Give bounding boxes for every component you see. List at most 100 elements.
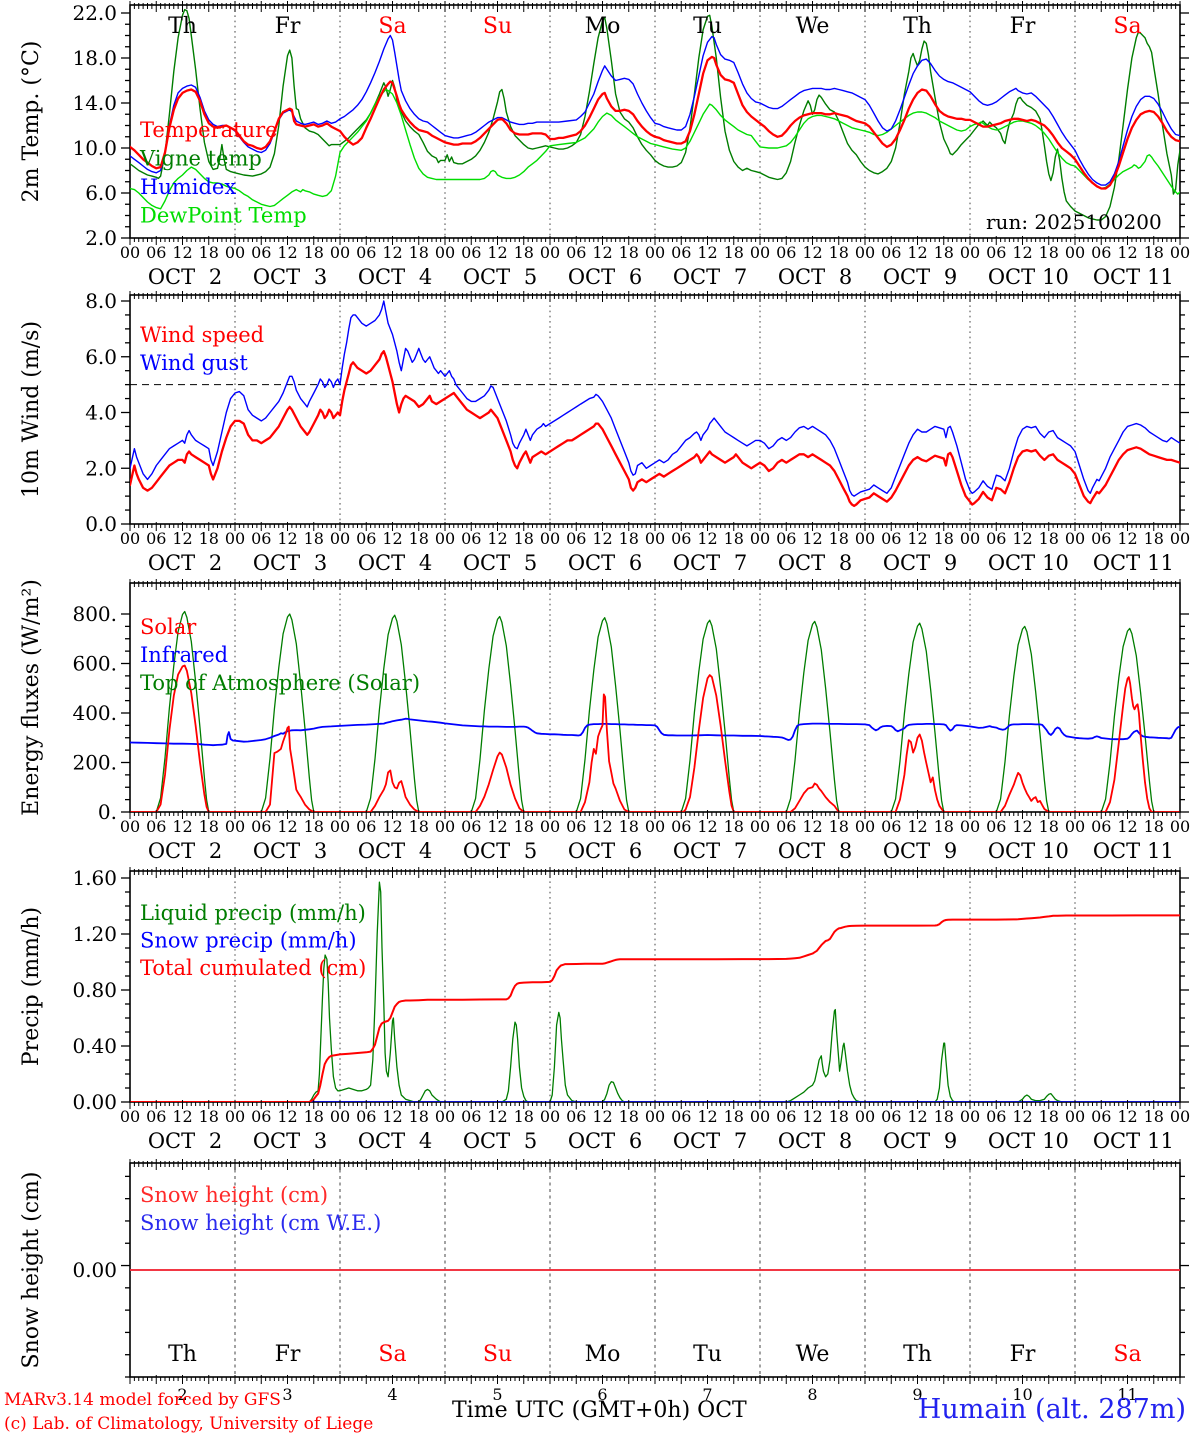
date-label-month: OCT bbox=[883, 551, 930, 575]
date-label-daynum: 7 bbox=[734, 265, 747, 289]
hour-tick-label: 06 bbox=[776, 817, 796, 836]
date-label-month: OCT bbox=[673, 551, 720, 575]
legend-solar: Solar bbox=[140, 615, 197, 639]
legend-vigne-temp: Vigne temp bbox=[139, 147, 262, 171]
hour-tick-label: 06 bbox=[146, 1107, 166, 1126]
date-label-daynum: 9 bbox=[944, 551, 957, 575]
date-label-month: OCT bbox=[148, 265, 195, 289]
date-label-month: OCT bbox=[778, 551, 825, 575]
date-label-month: OCT bbox=[358, 839, 405, 863]
hour-tick-label: 18 bbox=[829, 529, 849, 548]
date-label-month: OCT bbox=[253, 551, 300, 575]
hour-tick-label: 12 bbox=[1117, 1107, 1137, 1126]
date-label-daynum: 2 bbox=[209, 839, 222, 863]
hour-tick-label: 06 bbox=[461, 243, 481, 262]
date-label-daynum: 6 bbox=[629, 551, 642, 575]
weekday-label: Sa bbox=[1113, 1342, 1141, 1367]
y-tick-label: 0.00 bbox=[72, 1090, 117, 1114]
legend-wind-speed: Wind speed bbox=[140, 323, 264, 347]
hour-tick-label: 00 bbox=[1065, 817, 1085, 836]
hour-tick-label: 06 bbox=[881, 1107, 901, 1126]
date-label-daynum: 6 bbox=[629, 839, 642, 863]
date-label-month: OCT bbox=[253, 839, 300, 863]
panel-snow-height: 0.00 Snow height (cm) Snow height (cm) Snow… bbox=[19, 1159, 1189, 1404]
y-tick-label: 2.0 bbox=[85, 456, 117, 480]
hour-tick-label: 00 bbox=[960, 1107, 980, 1126]
hour-tick-label: 06 bbox=[1091, 817, 1111, 836]
date-label-month: OCT bbox=[988, 839, 1035, 863]
date-label-month: OCT bbox=[568, 265, 615, 289]
weekday-label: We bbox=[796, 14, 830, 39]
hour-tick-label: 18 bbox=[514, 529, 534, 548]
y-tick-label: 0. bbox=[98, 800, 117, 824]
date-label-daynum: 2 bbox=[209, 551, 222, 575]
hour-tick-label: 00 bbox=[330, 529, 350, 548]
hour-tick-label: 06 bbox=[881, 243, 901, 262]
hour-tick-label: 12 bbox=[382, 1107, 402, 1126]
series-solar-line bbox=[130, 664, 1180, 812]
hour-tick-label: 18 bbox=[409, 817, 429, 836]
date-label-daynum: 5 bbox=[524, 551, 537, 575]
hour-tick-label: 06 bbox=[881, 529, 901, 548]
weekday-label: Th bbox=[903, 1342, 932, 1367]
date-label-month: OCT bbox=[1093, 1129, 1140, 1153]
hour-tick-label: 06 bbox=[251, 243, 271, 262]
date-label-daynum: 10 bbox=[1042, 265, 1069, 289]
y-axis-title: 10m Wind (m/s) bbox=[19, 321, 44, 498]
hour-tick-label: 00 bbox=[1170, 1107, 1190, 1126]
hour-tick-label: 12 bbox=[697, 817, 717, 836]
panel-wind-speed: 0.0 2.0 4.0 6.0 8.0 10m Wind (m/s) Wind speed W… bbox=[19, 289, 1190, 575]
legend-liquid-precip-mm-h: Liquid precip (mm/h) bbox=[140, 901, 366, 925]
hour-tick-label: 18 bbox=[199, 529, 219, 548]
hour-tick-label: 00 bbox=[330, 1107, 350, 1126]
y-tick-label: 600. bbox=[72, 652, 117, 676]
date-label-daynum: 7 bbox=[734, 839, 747, 863]
hour-tick-label: 18 bbox=[409, 243, 429, 262]
hour-tick-label: 06 bbox=[566, 1107, 586, 1126]
hour-tick-label: 18 bbox=[934, 817, 954, 836]
hour-tick-label: 06 bbox=[251, 817, 271, 836]
hour-tick-label: 00 bbox=[645, 817, 665, 836]
date-label-daynum: 9 bbox=[944, 839, 957, 863]
series-liquid-precip-line bbox=[130, 881, 1180, 1102]
y-tick-label: 0.80 bbox=[72, 978, 117, 1002]
hour-tick-label: 06 bbox=[776, 243, 796, 262]
y-tick-label: 8.0 bbox=[85, 289, 117, 313]
date-label-month: OCT bbox=[568, 1129, 615, 1153]
hour-tick-label: 06 bbox=[146, 529, 166, 548]
y-tick-label: 0.40 bbox=[72, 1034, 117, 1058]
hour-tick-label: 18 bbox=[304, 817, 324, 836]
hour-tick-label: 12 bbox=[277, 1107, 297, 1126]
hour-tick-label: 00 bbox=[435, 529, 455, 548]
legend-temperature: Temperature bbox=[140, 118, 278, 142]
hour-tick-label: 00 bbox=[540, 243, 560, 262]
y-axis-title: Precip (mm/h) bbox=[19, 907, 44, 1066]
legend-snow-height-cm-w-e: Snow height (cm W.E.) bbox=[140, 1211, 381, 1235]
series-toa-solar-line bbox=[130, 610, 1180, 812]
hour-tick-label: 12 bbox=[697, 243, 717, 262]
date-label-month: OCT bbox=[778, 265, 825, 289]
date-label-month: OCT bbox=[673, 839, 720, 863]
weekday-label: Sa bbox=[378, 14, 406, 39]
weekday-label: Tu bbox=[693, 14, 722, 39]
date-label-month: OCT bbox=[463, 839, 510, 863]
date-label-month: OCT bbox=[148, 1129, 195, 1153]
hour-tick-label: 18 bbox=[514, 1107, 534, 1126]
weekday-label: Mo bbox=[585, 14, 621, 39]
date-label-month: OCT bbox=[568, 839, 615, 863]
date-label-month: OCT bbox=[1093, 265, 1140, 289]
date-label-month: OCT bbox=[1093, 839, 1140, 863]
hour-tick-label: 12 bbox=[697, 529, 717, 548]
date-label-month: OCT bbox=[148, 839, 195, 863]
day-number-label: 2 bbox=[177, 1385, 187, 1404]
date-label-daynum: 5 bbox=[524, 839, 537, 863]
hour-tick-label: 12 bbox=[802, 1107, 822, 1126]
date-label-month: OCT bbox=[148, 551, 195, 575]
series-infrared-line bbox=[130, 717, 1180, 747]
hour-tick-label: 00 bbox=[855, 243, 875, 262]
hour-tick-label: 06 bbox=[461, 529, 481, 548]
hour-tick-label: 18 bbox=[1039, 817, 1059, 836]
y-tick-label: 6.0 bbox=[85, 345, 117, 369]
hour-tick-label: 18 bbox=[619, 243, 639, 262]
